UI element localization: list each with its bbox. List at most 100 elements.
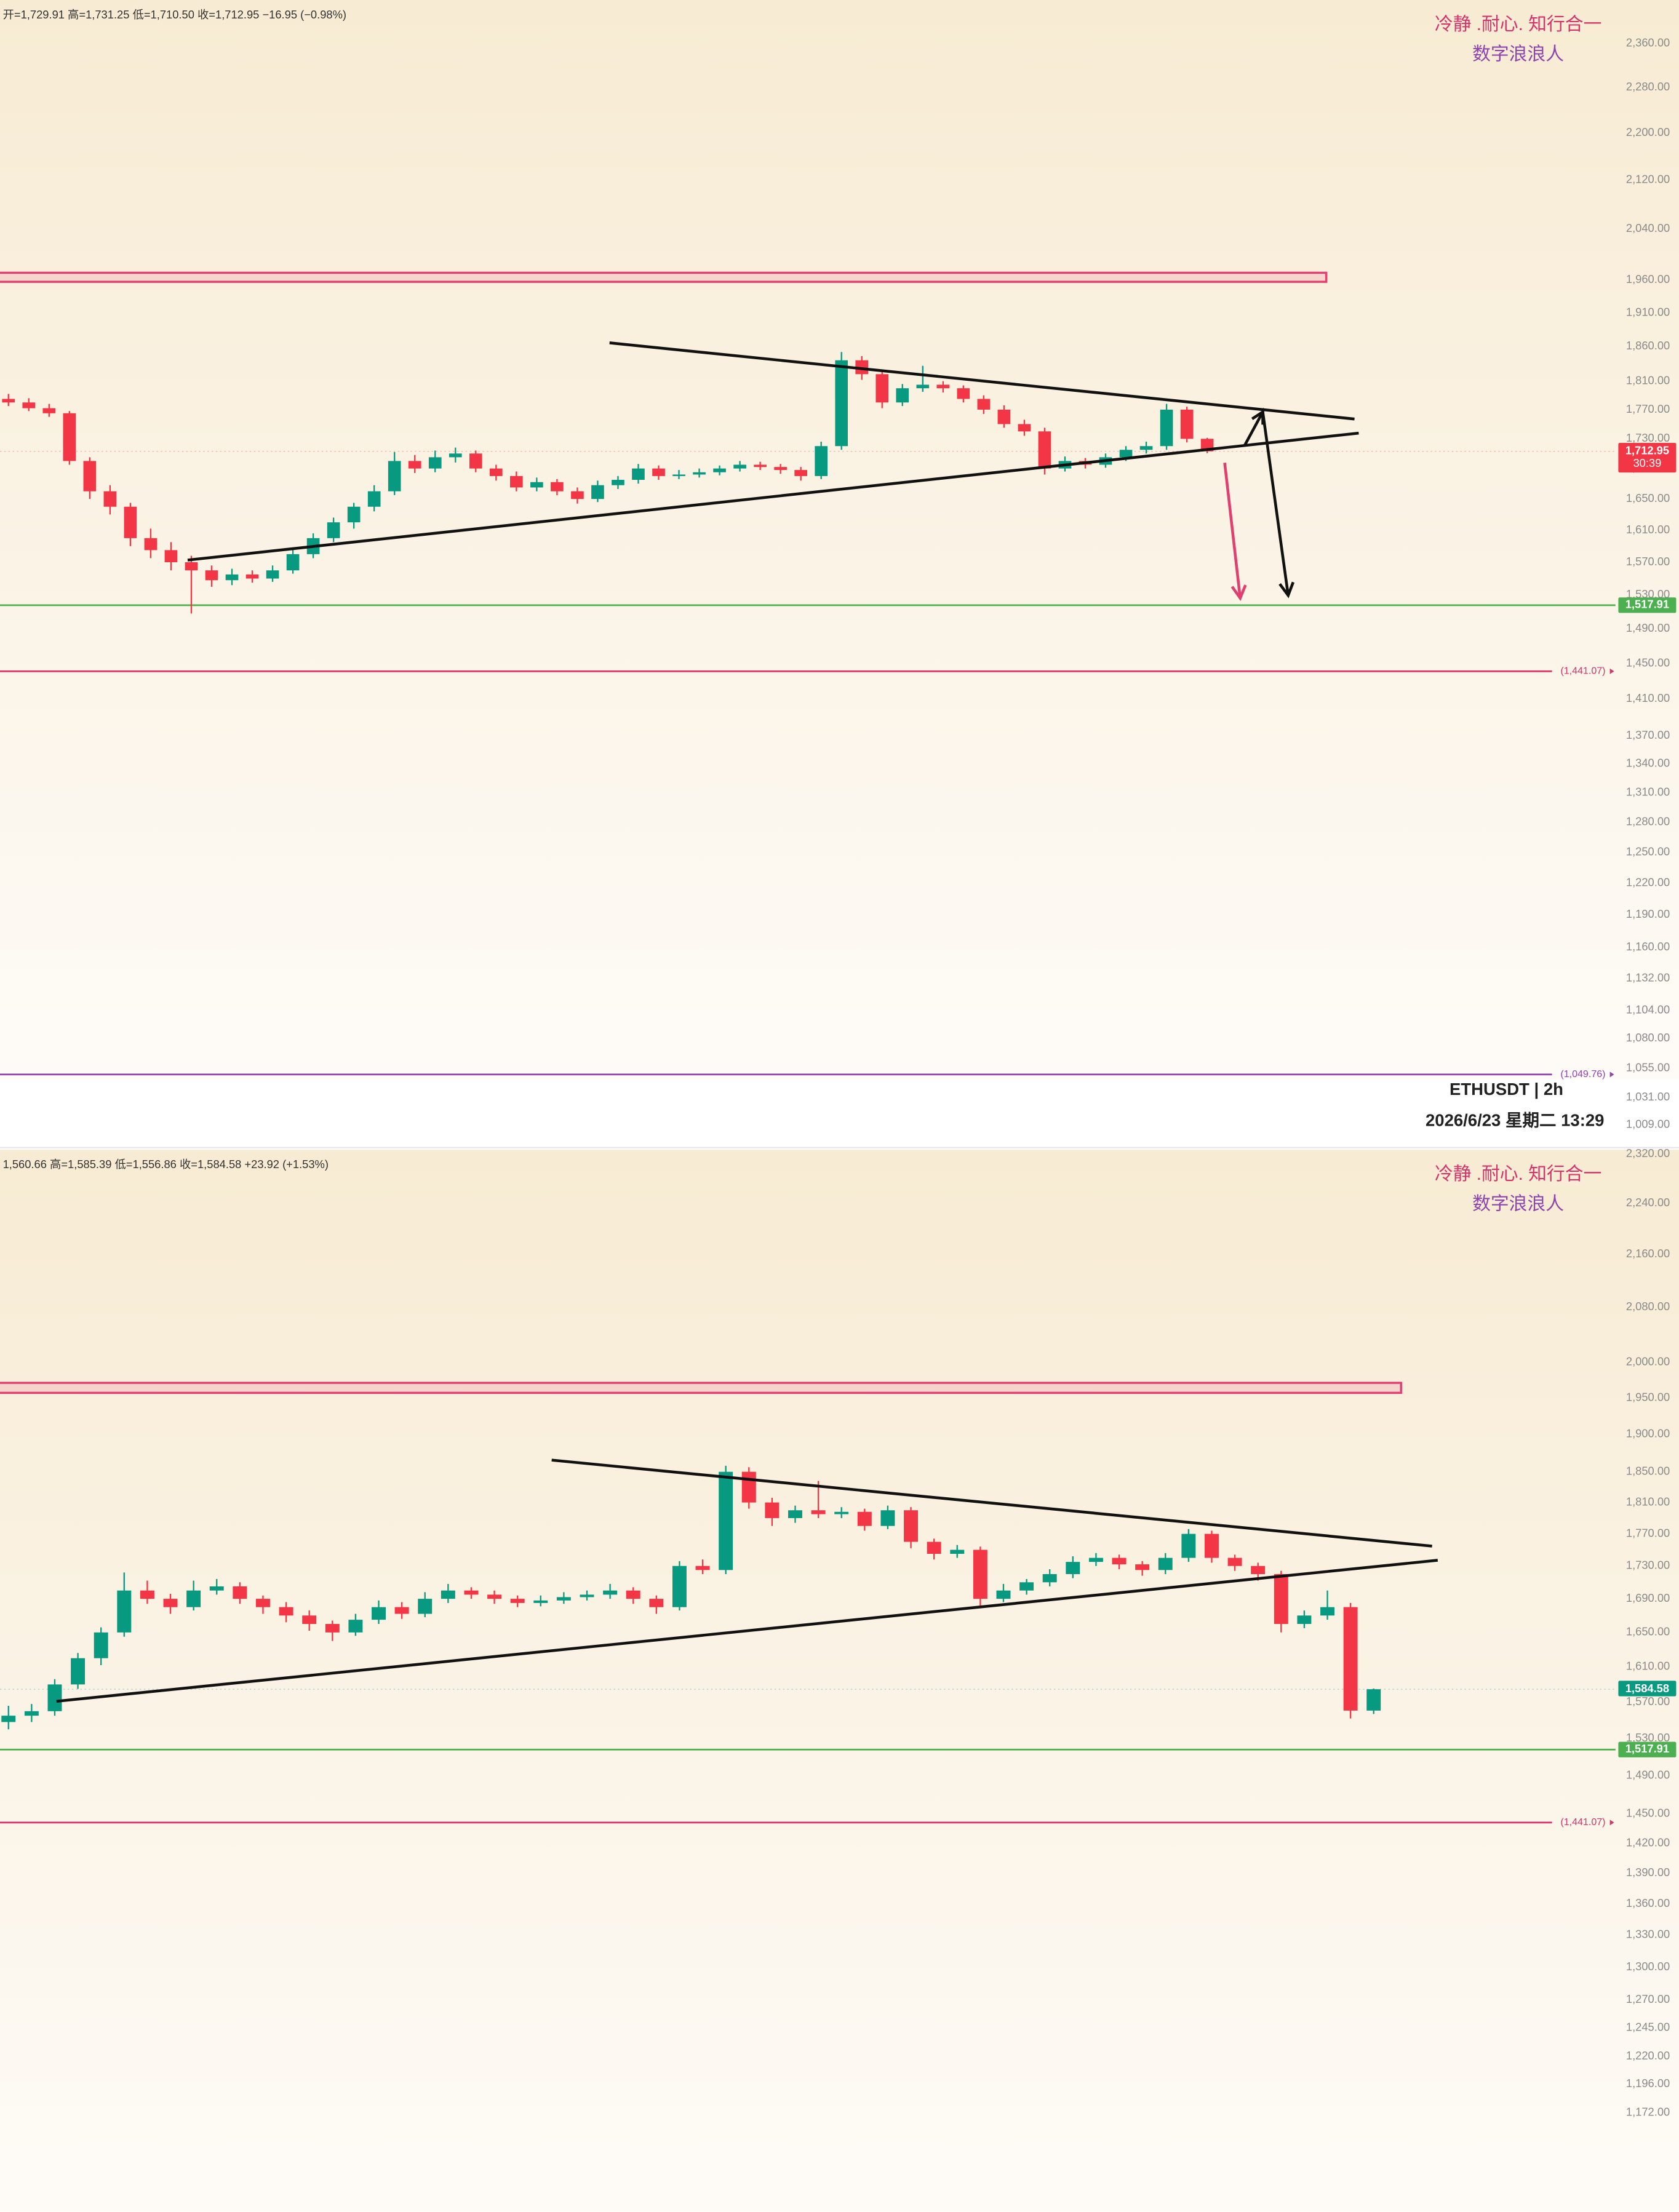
candle-body [185, 562, 198, 571]
candle-body [672, 1566, 687, 1607]
y-tick-label: 1,196.00 [1626, 2077, 1670, 2090]
y-tick-label: 2,000.00 [1626, 1355, 1670, 1368]
candle-body [22, 402, 36, 408]
candle-body [1180, 409, 1194, 439]
candle-body [1251, 1566, 1266, 1574]
candle-body [42, 408, 56, 413]
y-tick-label: 1,770.00 [1626, 1526, 1670, 1539]
ohlc-header: 1,560.66 高=1,585.39 低=1,556.86 收=1,584.5… [3, 1158, 329, 1171]
candle-body [1042, 1573, 1057, 1583]
candle-body [530, 482, 543, 488]
y-tick-label: 2,360.00 [1626, 36, 1670, 49]
y-tick-label: 1,570.00 [1626, 555, 1670, 568]
y-tick-label: 1,860.00 [1626, 339, 1670, 352]
candle-body [24, 1711, 39, 1716]
level-label: 1,517.91 [1625, 598, 1669, 611]
candle-body [510, 475, 523, 488]
candle-body [233, 1586, 247, 1599]
timestamp: 2026/6/23 星期二 13:29 [1426, 1110, 1604, 1129]
candle-body [626, 1590, 640, 1599]
y-tick-label: 1,490.00 [1626, 1768, 1670, 1781]
candle-body [741, 1471, 756, 1503]
candle-body [367, 491, 381, 507]
candle-body [927, 1542, 941, 1554]
candle-body [510, 1599, 525, 1603]
resistance-zone [0, 271, 1328, 283]
candle-body [1088, 1558, 1103, 1562]
trendline [187, 431, 1359, 562]
y-tick-label: 1,310.00 [1626, 785, 1670, 798]
candle-body [603, 1590, 618, 1595]
candle-body [997, 409, 1011, 424]
candle-body [487, 1594, 502, 1599]
level-marker [1609, 1820, 1614, 1826]
candle-body [348, 1620, 363, 1633]
candle-body [71, 1658, 86, 1685]
y-tick-label: 1,280.00 [1626, 814, 1670, 827]
y-tick-label: 2,280.00 [1626, 80, 1670, 93]
y-tick-label: 1,420.00 [1626, 1836, 1670, 1848]
candle-body [788, 1510, 802, 1518]
candle-body [394, 1607, 409, 1614]
y-tick-label: 1,220.00 [1626, 876, 1670, 889]
candle-body [834, 1511, 849, 1514]
candle-body [652, 468, 665, 476]
y-tick-label: 1,450.00 [1626, 656, 1670, 669]
candle-body [1181, 1534, 1196, 1558]
y-tick-label: 1,160.00 [1626, 940, 1670, 953]
candle-body [1205, 1534, 1219, 1558]
y-tick-label: 1,190.00 [1626, 907, 1670, 920]
candle-body [815, 446, 828, 476]
y-tick-label: 1,132.00 [1626, 971, 1670, 984]
arrow [1223, 463, 1242, 599]
candle-body [2, 399, 15, 403]
y-tick-label: 1,650.00 [1626, 491, 1670, 504]
symbol: ETHUSDT | 2h [1450, 1080, 1563, 1099]
candle-body [1038, 431, 1051, 469]
y-tick-label: 1,530.00 [1626, 1731, 1670, 1744]
y-tick-label: 1,220.00 [1626, 2049, 1670, 2062]
y-tick-label: 1,810.00 [1626, 1495, 1670, 1508]
candle-body [464, 1590, 479, 1595]
y-tick-label: 1,270.00 [1626, 1992, 1670, 2005]
countdown-label: 30:39 [1633, 456, 1661, 469]
candle-body [649, 1599, 664, 1607]
level-marker [1609, 668, 1614, 674]
y-tick-label: 1,900.00 [1626, 1427, 1670, 1440]
candle-body [124, 506, 137, 538]
y-tick-label: 1,850.00 [1626, 1465, 1670, 1478]
trendline [609, 341, 1355, 421]
arrow-head [1251, 409, 1264, 425]
candle-body [117, 1590, 132, 1633]
candle-body [857, 1511, 872, 1526]
candle-body [428, 457, 442, 469]
candle-body [63, 413, 76, 461]
candle-body [1112, 1558, 1127, 1565]
last-price-label: 1,712.95 [1625, 444, 1669, 457]
y-tick-label: 1,730.00 [1626, 431, 1670, 444]
candle-body [1227, 1558, 1242, 1566]
candle-body [205, 570, 218, 581]
candle-body [556, 1597, 571, 1601]
candle-body [693, 472, 706, 475]
chart-panel: 2,320.00 2,240.00 2,160.00 2,080.00 2,000.00… [0, 1147, 1677, 2118]
candle-body [347, 506, 361, 523]
y-tick-label: 1,330.00 [1626, 1928, 1670, 1941]
candle-body [449, 453, 462, 458]
level-label: (1,441.07) [1560, 666, 1605, 677]
candle-body [1366, 1689, 1381, 1711]
candle-body [418, 1599, 433, 1614]
candle-body [733, 464, 746, 469]
y-tick-label: 1,910.00 [1626, 305, 1670, 318]
candle-body [580, 1594, 594, 1597]
y-tick-label: 1,410.00 [1626, 691, 1670, 704]
candle-body [936, 384, 950, 389]
y-tick-label: 1,055.00 [1626, 1060, 1670, 1073]
candle-body [1343, 1607, 1358, 1711]
candle-body [256, 1599, 270, 1607]
candle-body [372, 1607, 386, 1620]
y-tick-label: 1,770.00 [1626, 402, 1670, 415]
candle-body [875, 374, 889, 403]
y-tick-label: 1,370.00 [1626, 728, 1670, 741]
